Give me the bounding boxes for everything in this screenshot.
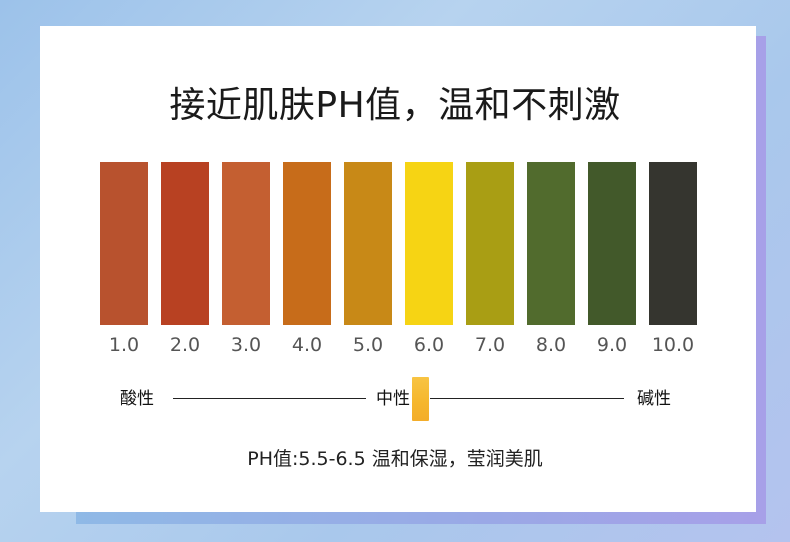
ph-swatch-4: [283, 162, 331, 325]
neutral-label: 中性: [376, 389, 410, 409]
ph-label-6: 6.0: [413, 334, 445, 356]
content-card: [40, 26, 756, 512]
ph-marker: [412, 377, 429, 421]
headline: 接近肌肤PH值，温和不刺激: [169, 85, 621, 126]
ph-label-10: 10.0: [651, 334, 695, 356]
alkaline-label: 碱性: [637, 389, 671, 409]
alkaline-line: [430, 398, 624, 399]
ph-label-2: 2.0: [169, 334, 201, 356]
ph-range-caption: PH值:5.5-6.5 温和保湿，莹润美肌: [247, 448, 543, 470]
acidic-label: 酸性: [120, 389, 154, 409]
ph-swatch-7: [466, 162, 514, 325]
ph-label-1: 1.0: [108, 334, 140, 356]
acid-line: [173, 398, 366, 399]
ph-swatch-10: [649, 162, 697, 325]
ph-swatch-8: [527, 162, 575, 325]
ph-label-5: 5.0: [352, 334, 384, 356]
ph-label-7: 7.0: [474, 334, 506, 356]
ph-swatch-2: [161, 162, 209, 325]
ph-label-8: 8.0: [535, 334, 567, 356]
ph-swatch-5: [344, 162, 392, 325]
ph-swatch-3: [222, 162, 270, 325]
ph-swatch-9: [588, 162, 636, 325]
ph-swatch-1: [100, 162, 148, 325]
ph-label-9: 9.0: [596, 334, 628, 356]
ph-swatch-6: [405, 162, 453, 325]
ph-label-3: 3.0: [230, 334, 262, 356]
ph-label-4: 4.0: [291, 334, 323, 356]
